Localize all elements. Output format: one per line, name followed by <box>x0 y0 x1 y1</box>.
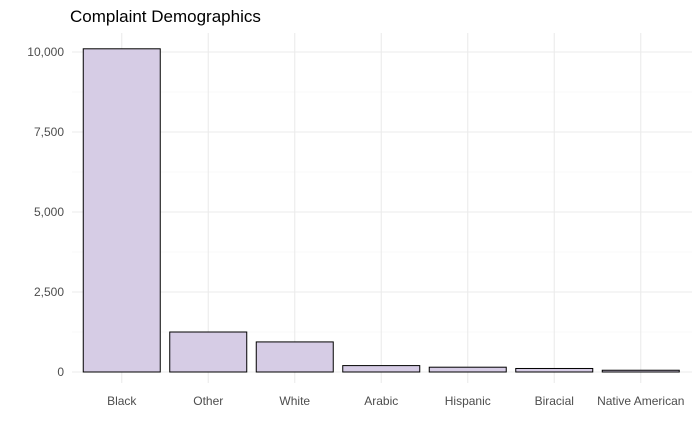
y-tick-label: 5,000 <box>34 205 64 219</box>
x-tick-label: Arabic <box>364 394 398 408</box>
x-tick-label: Black <box>107 394 137 408</box>
y-axis-ticks: 0 2,500 5,000 7,500 10,000 <box>27 45 64 379</box>
x-tick-label: Native American <box>597 394 684 408</box>
y-tick-label: 2,500 <box>34 285 64 299</box>
bar-native-american <box>601 369 680 373</box>
y-tick-label: 7,500 <box>34 125 64 139</box>
x-tick-label: Hispanic <box>445 394 491 408</box>
bar-white <box>255 341 334 373</box>
x-axis-ticks: Black Other White Arabic Hispanic Biracial Nat… <box>107 394 684 408</box>
bar-hispanic <box>428 366 507 373</box>
x-tick-label: White <box>279 394 310 408</box>
bar-black <box>82 48 161 373</box>
y-tick-label: 0 <box>57 365 64 379</box>
y-tick-label: 10,000 <box>27 45 64 59</box>
bar-other <box>169 331 248 373</box>
bar-biracial <box>515 367 594 373</box>
x-tick-label: Biracial <box>535 394 574 408</box>
grid <box>72 33 692 383</box>
chart-title: Complaint Demographics <box>70 7 261 26</box>
x-tick-label: Other <box>193 394 223 408</box>
bars <box>82 48 680 373</box>
bar-arabic <box>342 365 421 373</box>
